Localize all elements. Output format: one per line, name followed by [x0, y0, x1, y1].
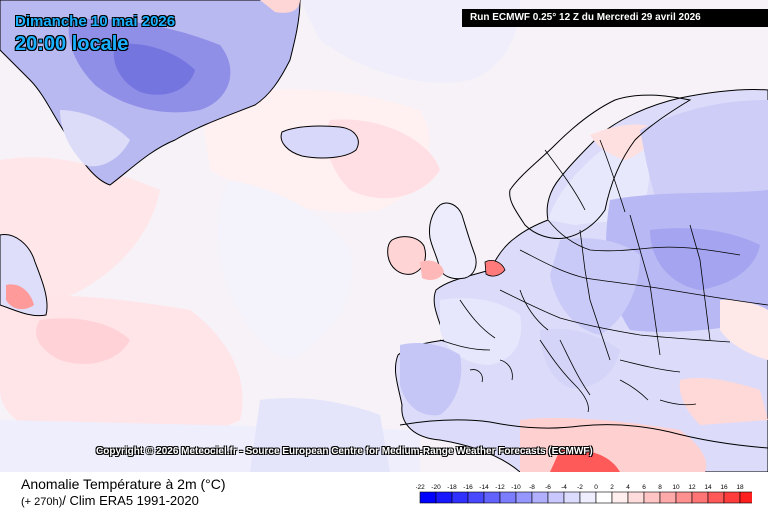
- scale-swatch: [515, 491, 533, 504]
- scale-swatch: [579, 491, 597, 504]
- scandinavia-coast: [509, 94, 692, 239]
- scale-swatch: [627, 491, 645, 504]
- scale-label: -10: [511, 484, 521, 491]
- climatology-label: (+ 270h)/ Clim ERA5 1991-2020: [21, 493, 199, 508]
- scale-label: 0: [594, 484, 598, 491]
- scale-swatch: [483, 491, 501, 504]
- scale-swatch: [499, 491, 517, 504]
- color-scale-legend: -22 -20 -18 -16 -14 -12 -10 -8 -6 -4 -2 0 2 4 6 8 10 12 14…: [416, 484, 752, 504]
- scale-label: -22: [416, 484, 425, 491]
- scale-swatch: [435, 491, 453, 504]
- british-isles: [387, 202, 506, 280]
- scale-swatch: [691, 491, 709, 504]
- scale-swatch: [675, 491, 693, 504]
- scale-swatch: [419, 491, 437, 504]
- scale-label: -2: [577, 484, 583, 491]
- country-borders: [439, 139, 768, 396]
- scale-label: 18: [736, 484, 744, 491]
- scale-labels: -22 -20 -18 -16 -14 -12 -10 -8 -6 -4 -2 0 2 4 6 8 10 12 14…: [416, 484, 744, 491]
- forecast-time: 20:00 locale: [15, 33, 129, 55]
- scale-label: 14: [704, 484, 712, 491]
- climatology-reference: / Clim ERA5 1991-2020: [62, 493, 199, 508]
- scale-label: 10: [672, 484, 680, 491]
- greenland: [0, 0, 301, 186]
- scale-label: 2: [610, 484, 614, 491]
- lead-time: (+ 270h): [21, 496, 63, 508]
- forecast-date: Dimanche 10 mai 2026: [15, 13, 176, 30]
- scale-swatch: [723, 491, 741, 504]
- scale-label: 8: [658, 484, 662, 491]
- scale-label: -14: [479, 484, 489, 491]
- scale-label: -18: [447, 484, 457, 491]
- scale-label: -12: [495, 484, 505, 491]
- iceland: [280, 125, 359, 159]
- model-run-label: Run ECMWF 0.25° 12 Z du Mercredi 29 avri…: [462, 9, 768, 27]
- scale-label: 12: [688, 484, 696, 491]
- scale-swatch: [739, 491, 752, 504]
- north-africa-coast: [399, 419, 768, 449]
- scale-swatch: [659, 491, 677, 504]
- scale-swatch: [563, 491, 581, 504]
- europe-land: [395, 88, 768, 472]
- scale-label: -8: [529, 484, 535, 491]
- scale-swatches: [419, 491, 752, 504]
- scale-label: -4: [561, 484, 567, 491]
- scale-swatch: [531, 491, 549, 504]
- scale-swatch: [595, 491, 613, 504]
- scale-label: 6: [642, 484, 646, 491]
- scale-label: -6: [545, 484, 551, 491]
- copyright-notice: Copyright © 2026 Meteociel.fr - Source E…: [96, 446, 593, 457]
- scale-swatch: [467, 491, 485, 504]
- temperature-anomaly-map: [0, 0, 768, 472]
- scale-label: -20: [431, 484, 441, 491]
- scale-label: 16: [720, 484, 728, 491]
- parameter-title: Anomalie Température à 2m (°C): [21, 476, 226, 492]
- mediterranean-coasts: [469, 339, 697, 413]
- scale-swatch: [611, 491, 629, 504]
- labrador: [0, 234, 48, 317]
- scale-label: -16: [463, 484, 473, 491]
- scale-swatch: [451, 491, 469, 504]
- scale-swatch: [547, 491, 565, 504]
- scale-label: 4: [626, 484, 630, 491]
- scale-swatch: [643, 491, 661, 504]
- scale-swatch: [707, 491, 725, 504]
